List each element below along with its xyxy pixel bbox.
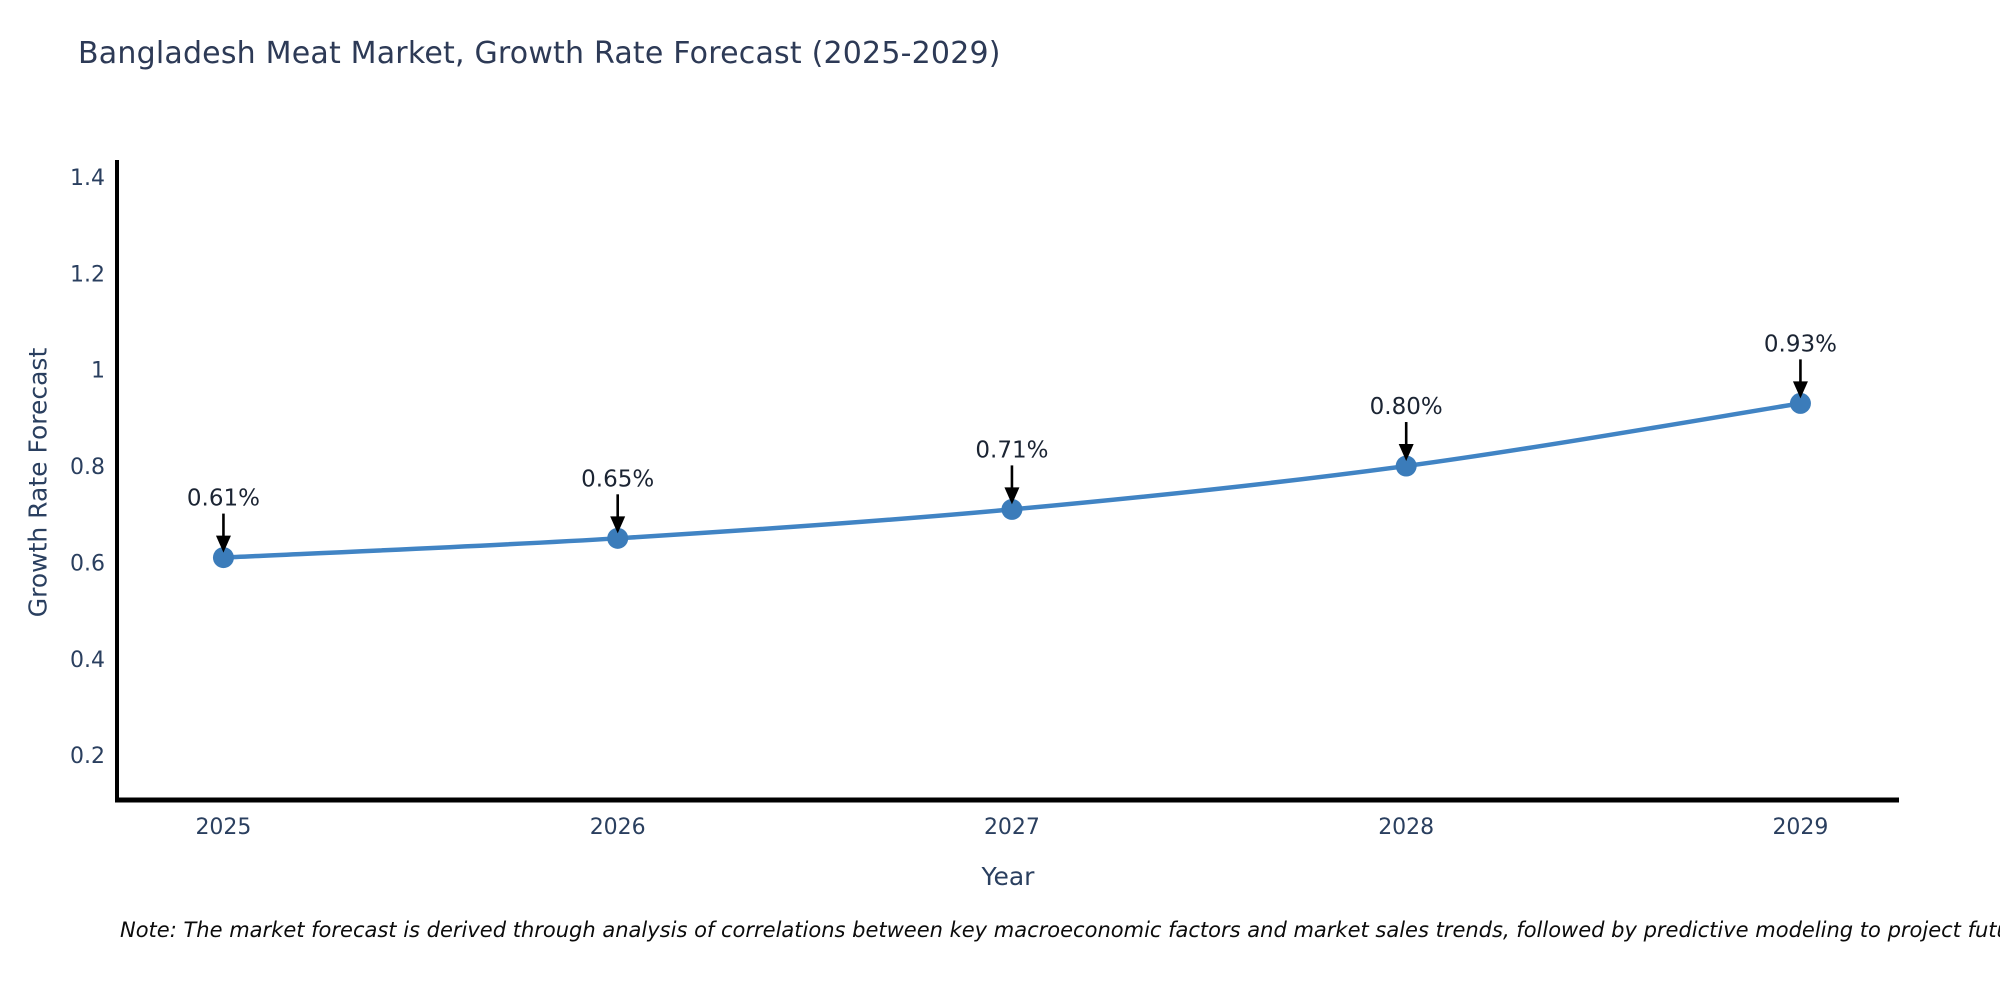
data-point-marker [1001,498,1023,520]
x-axis-title: Year [981,862,1035,891]
x-tick-label: 2026 [590,815,646,840]
data-point-label: 0.61% [187,486,260,512]
data-point-marker [607,527,629,549]
data-point-label: 0.93% [1764,331,1837,357]
chart-title: Bangladesh Meat Market, Growth Rate Fore… [78,36,1001,71]
y-tick-label: 0.8 [70,455,105,480]
footnote: Note: The market forecast is derived thr… [120,918,2000,942]
x-tick-label: 2025 [195,815,251,840]
x-tick-label: 2027 [984,815,1040,840]
data-point-marker [212,547,234,569]
annotation-arrowhead [1398,444,1414,462]
annotation-arrowhead [215,535,231,553]
y-tick-label: 0.4 [70,648,105,673]
data-point-marker [1395,455,1417,477]
annotation-arrowhead [610,516,626,534]
y-tick-label: 1 [91,359,105,384]
data-point-label: 0.65% [581,466,654,492]
data-point-label: 0.80% [1370,394,1443,420]
annotation-arrowhead [1792,381,1808,399]
y-axis-title: Growth Rate Forecast [23,347,53,618]
data-point-marker [1789,392,1811,414]
y-tick-label: 1.4 [70,166,105,191]
data-point-label: 0.71% [975,437,1048,463]
x-tick-label: 2028 [1378,815,1434,840]
annotation-arrowhead [1004,487,1020,505]
x-tick-label: 2029 [1772,815,1828,840]
y-tick-label: 1.2 [70,262,105,287]
y-tick-label: 0.6 [70,551,105,576]
y-tick-label: 0.2 [70,744,105,769]
